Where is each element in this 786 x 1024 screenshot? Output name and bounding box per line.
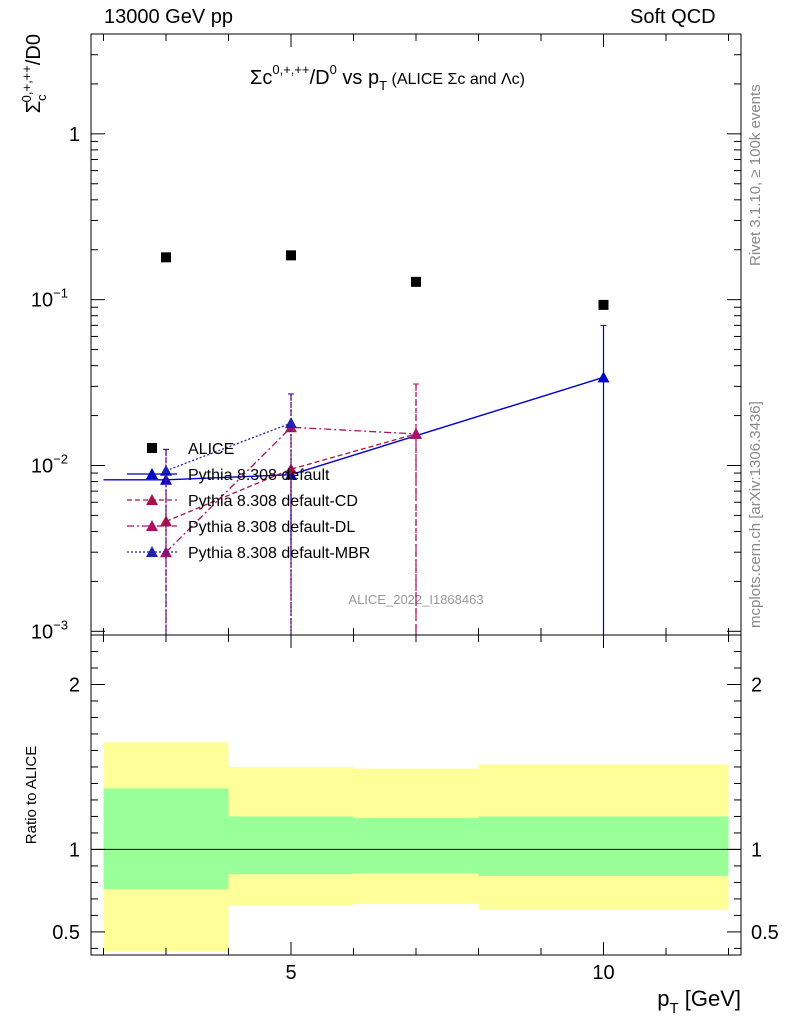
alice-data-point bbox=[161, 252, 171, 263]
data-marker bbox=[160, 464, 172, 476]
legend-label: Pythia 8.308 default bbox=[188, 467, 330, 484]
x-tick-label: 10 bbox=[592, 962, 614, 984]
ratio-plot-panel: 5 10 2 2 1 1 0.5 0.5 pT [GeV] Ratio to ALICE bbox=[23, 634, 779, 1017]
x-tick-label: 5 bbox=[285, 962, 296, 984]
data-marker bbox=[285, 463, 297, 475]
alice-data-point bbox=[411, 276, 421, 287]
series-0 bbox=[161, 250, 609, 310]
x-axis-label: pT [GeV] bbox=[657, 986, 741, 1017]
series-1 bbox=[103, 324, 610, 635]
alice-data-point bbox=[286, 250, 296, 261]
ratio-y-tick-label-right: 0.5 bbox=[751, 922, 779, 944]
y-tick-label: 10−1 bbox=[31, 286, 68, 312]
legend-label: Pythia 8.308 default-MBR bbox=[188, 545, 370, 562]
header-left: 13000 GeV pp bbox=[104, 6, 233, 28]
main-plot-panel: 1 10−1 10−2 10−3 Σc0,+,++/D0 Σc0,+,++/D0 vs p… bbox=[19, 33, 742, 643]
ratio-y-axis-label: Ratio to ALICE bbox=[23, 746, 40, 844]
ratio-y-tick-label-right: 1 bbox=[751, 839, 762, 861]
chart-title: Σc0,+,++/D0 vs pT (ALICE Σc and Λc) bbox=[250, 62, 525, 93]
y-tick-label: 10−2 bbox=[31, 451, 68, 477]
header-right: Soft QCD bbox=[630, 6, 716, 28]
alice-data-point bbox=[598, 299, 609, 310]
ratio-y-tick-label-left: 0.5 bbox=[52, 922, 80, 944]
y-tick-label: 1 bbox=[69, 124, 80, 146]
legend: ALICE Pythia 8.308 default Pythia 8.308 de… bbox=[127, 441, 370, 562]
ratio-band-inner-2 bbox=[353, 818, 479, 874]
data-marker bbox=[597, 371, 610, 383]
data-marker bbox=[410, 427, 422, 439]
legend-label: Pythia 8.308 default-DL bbox=[188, 519, 355, 536]
ratio-y-tick-label-left: 2 bbox=[69, 674, 80, 696]
y-tick-label: 10−3 bbox=[31, 617, 68, 643]
legend-label: ALICE bbox=[188, 441, 234, 458]
ratio-y-tick-label-left: 1 bbox=[69, 839, 80, 861]
data-marker bbox=[160, 546, 172, 558]
legend-label: Pythia 8.308 default-CD bbox=[188, 493, 358, 510]
legend-marker bbox=[146, 520, 158, 531]
legend-marker bbox=[146, 468, 158, 479]
data-marker bbox=[285, 417, 297, 429]
ratio-band-inner-1 bbox=[228, 816, 354, 875]
series-line bbox=[165, 376, 604, 481]
ratio-band-inner-3 bbox=[478, 816, 729, 876]
legend-marker bbox=[147, 443, 157, 453]
legend-marker bbox=[146, 494, 158, 505]
ratio-band-inner-0 bbox=[103, 788, 229, 890]
series-4 bbox=[160, 393, 297, 635]
y-axis-label: Σc0,+,++/D0 bbox=[19, 34, 49, 113]
legend-marker bbox=[146, 546, 158, 557]
ratio-y-tick-label-right: 2 bbox=[751, 674, 762, 696]
